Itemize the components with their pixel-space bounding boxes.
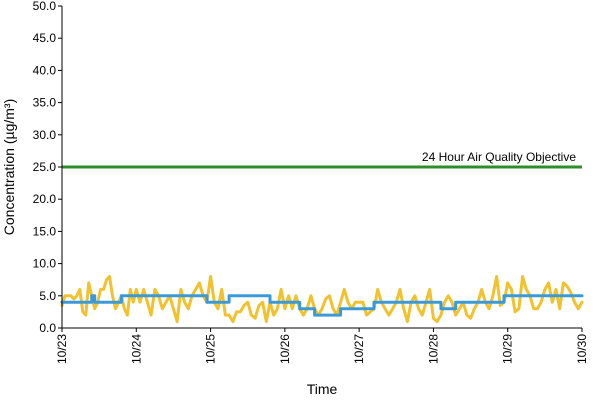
y-tick-label: 25.0 xyxy=(33,160,57,174)
y-tick-label: 50.0 xyxy=(33,0,57,13)
y-axis-ticks: 0.0 5.0 10.0 15.0 20.0 25.0 30.0 35.0 40.0 45.0 50… xyxy=(33,0,62,335)
x-axis-ticks: 10/23 10/24 10/25 10/26 10/27 10/28 10/29 10/30 xyxy=(55,328,589,364)
x-tick-label: 10/29 xyxy=(501,334,515,364)
y-axis-title: Concentration (µg/m³) xyxy=(1,99,17,235)
x-axis-title: Time xyxy=(307,381,338,397)
x-tick-label: 10/24 xyxy=(129,334,143,364)
y-tick-label: 0.0 xyxy=(39,321,56,335)
y-tick-label: 30.0 xyxy=(33,128,57,142)
x-tick-label: 10/23 xyxy=(55,334,69,364)
y-tick-label: 10.0 xyxy=(33,257,57,271)
plot-area xyxy=(60,165,584,324)
reference-line-label: 24 Hour Air Quality Objective xyxy=(422,150,576,164)
y-tick-label: 5.0 xyxy=(39,289,56,303)
y-tick-label: 40.0 xyxy=(33,63,57,77)
x-tick-label: 10/28 xyxy=(426,334,440,364)
y-tick-label: 35.0 xyxy=(33,96,57,110)
y-tick-label: 20.0 xyxy=(33,192,57,206)
y-tick-label: 45.0 xyxy=(33,31,57,45)
x-tick-label: 10/26 xyxy=(278,334,292,364)
x-tick-label: 10/30 xyxy=(575,334,589,364)
x-tick-label: 10/25 xyxy=(204,334,218,364)
series-line-1 xyxy=(60,275,584,324)
x-tick-label: 10/27 xyxy=(352,334,366,364)
y-tick-label: 15.0 xyxy=(33,224,57,238)
series-line-2 xyxy=(60,294,584,317)
